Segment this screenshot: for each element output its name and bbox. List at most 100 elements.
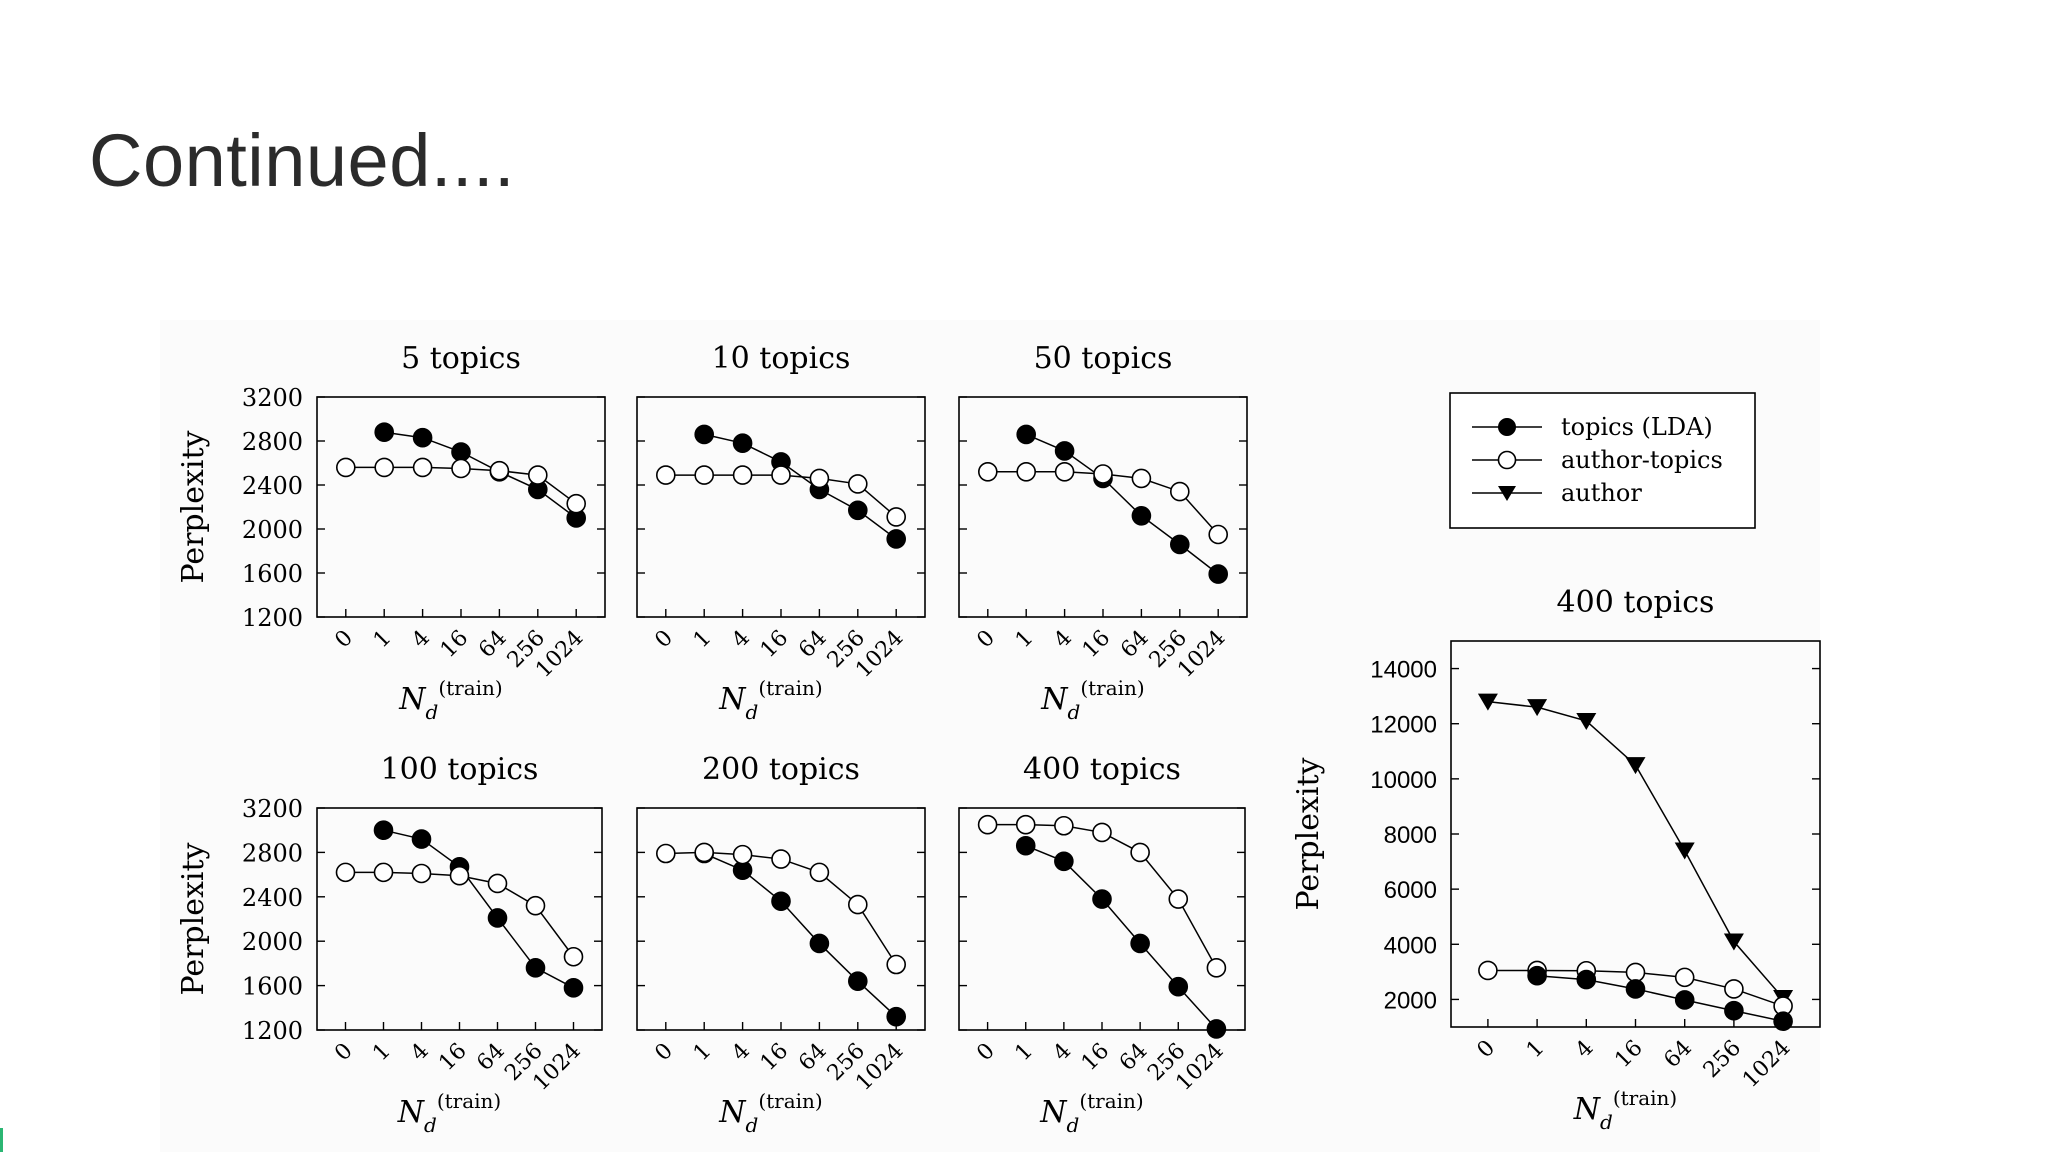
x-axis-label: Nd(train)	[1040, 676, 1144, 724]
x-axis-label: Nd(train)	[1039, 1089, 1143, 1137]
x-tick-label: 16	[1078, 626, 1115, 663]
x-tick-label: 0	[972, 1039, 1000, 1067]
x-tick-label: 1	[1010, 1039, 1038, 1067]
series-line-topics-lda	[704, 433, 897, 540]
x-tick-label: 0	[650, 626, 678, 654]
data-point-topics-lda	[847, 500, 868, 521]
data-point-topics-lda	[1131, 505, 1152, 526]
data-point-topics-lda	[451, 442, 471, 462]
x-tick-label: 1	[368, 1039, 396, 1067]
y-axis-label: Perplexity	[1291, 757, 1326, 910]
data-point-author-topics	[525, 895, 546, 916]
data-point-author-topics	[451, 458, 471, 479]
data-point-author-topics	[1092, 822, 1112, 843]
data-point-author-topics	[1724, 979, 1744, 999]
data-point-author-topics	[655, 843, 676, 864]
data-point-author-topics	[489, 460, 510, 481]
x-tick-label: 0	[330, 626, 358, 654]
chart-title: 400 topics	[1557, 585, 1715, 620]
y-tick-label: 6000	[1384, 877, 1437, 904]
data-point-topics-lda	[886, 1006, 907, 1027]
data-point-author	[1576, 712, 1597, 730]
data-point-author-topics	[694, 842, 715, 863]
data-point-author-topics	[1625, 962, 1646, 983]
data-point-author-topics	[809, 468, 830, 489]
x-tick-label: 64	[1659, 1036, 1696, 1073]
data-point-author	[1527, 699, 1548, 717]
data-point-author-topics	[1208, 524, 1228, 545]
x-tick-label: 16	[756, 1039, 793, 1076]
x-tick-label: 0	[1473, 1036, 1501, 1064]
data-point-author-topics	[1168, 889, 1189, 909]
x-tick-label: 4	[1049, 1039, 1077, 1067]
x-tick-label: 0	[650, 1039, 678, 1067]
y-tick-label: 3200	[242, 384, 303, 412]
x-tick-label: 4	[727, 626, 755, 654]
x-axis-label: Nd(train)	[718, 1089, 822, 1137]
x-axis-label: Nd(train)	[398, 676, 502, 724]
data-point-author-topics	[1016, 461, 1036, 482]
x-tick-label: 1	[369, 626, 397, 654]
y-tick-label: 2000	[242, 928, 303, 956]
chart-title: 50 topics	[1034, 341, 1173, 376]
data-point-topics-lda	[412, 427, 433, 448]
plot-frame	[636, 807, 926, 1031]
data-point-topics-lda	[1208, 564, 1228, 584]
data-point-topics-lda	[1130, 933, 1150, 954]
data-point-topics-lda	[847, 971, 868, 991]
data-point-author-topics	[412, 457, 433, 478]
x-tick-label: 16	[1077, 1039, 1114, 1076]
data-point-topics-lda	[1015, 835, 1036, 856]
data-point-topics-lda	[487, 908, 508, 928]
data-point-author-topics	[977, 814, 998, 835]
series-line-topics-lda	[1025, 433, 1219, 575]
x-tick-label: 1	[1522, 1036, 1550, 1064]
x-tick-label: 1	[689, 1039, 717, 1067]
data-point-topics-lda	[525, 958, 546, 978]
data-point-author	[1723, 933, 1744, 951]
y-axis-label: Perplexity	[176, 430, 211, 583]
data-point-author-topics	[527, 465, 548, 485]
data-point-topics-lda	[886, 529, 907, 549]
y-tick-label: 10000	[1370, 767, 1437, 794]
x-tick-label: 4	[1049, 626, 1077, 654]
chart-panel-7: 400 topics 2000 4000 6000 8000 10000 12000 1400…	[1291, 585, 1821, 1134]
data-point-topics-lda	[1168, 976, 1189, 997]
x-axis-label: Nd(train)	[1573, 1086, 1677, 1134]
data-point-author-topics	[732, 465, 753, 485]
data-point-author-topics	[1478, 960, 1498, 981]
y-tick-label: 2400	[242, 472, 303, 500]
data-point-author	[1674, 842, 1695, 860]
legend-filled-circle-marker	[1498, 418, 1516, 436]
x-tick-label: 0	[330, 1039, 358, 1067]
y-tick-label: 1200	[242, 1017, 303, 1045]
y-tick-label: 14000	[1370, 657, 1437, 684]
legend: topics (LDA) author-topics author	[1449, 392, 1756, 529]
y-tick-label: 12000	[1370, 712, 1437, 739]
y-tick-label: 8000	[1384, 822, 1437, 849]
data-point-author-topics	[374, 457, 395, 478]
legend-entry-author-topics: author-topics	[1472, 446, 1723, 474]
data-point-author-topics	[1015, 814, 1036, 835]
data-point-topics-lda	[1724, 1000, 1744, 1021]
data-point-topics-lda	[1054, 851, 1074, 872]
chart-title: 5 topics	[401, 341, 521, 376]
data-point-topics-lda	[1206, 1019, 1227, 1039]
data-point-author-topics	[847, 894, 868, 915]
x-tick-label: 0	[972, 626, 1000, 654]
y-tick-label: 4000	[1384, 932, 1437, 959]
chart-title: 200 topics	[702, 752, 860, 787]
data-point-topics-lda	[732, 433, 753, 454]
legend-label: author-topics	[1561, 446, 1723, 474]
legend-entry-topics: topics (LDA)	[1472, 413, 1713, 441]
data-point-author-topics	[335, 862, 356, 883]
data-point-author-topics	[373, 862, 394, 883]
y-tick-label: 1200	[242, 604, 303, 632]
x-tick-label: 4	[727, 1039, 755, 1067]
data-point-topics-lda	[1016, 424, 1036, 445]
data-point-author-topics	[1170, 481, 1190, 502]
data-point-author-topics	[771, 465, 791, 485]
data-point-topics-lda	[771, 891, 791, 912]
